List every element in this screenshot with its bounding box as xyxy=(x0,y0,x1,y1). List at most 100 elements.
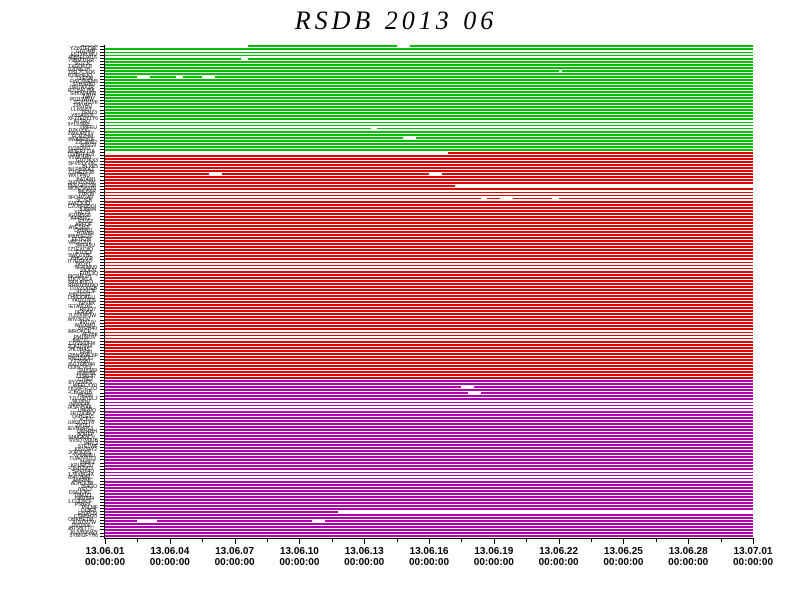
data-row xyxy=(105,78,753,81)
y-axis-label: 8YRH40 xyxy=(78,325,97,332)
data-segment xyxy=(105,88,753,90)
y-axis-tick xyxy=(100,322,104,324)
data-row xyxy=(105,425,753,428)
y-axis-tick xyxy=(100,426,104,427)
data-segment xyxy=(105,158,753,160)
data-segment xyxy=(105,304,753,306)
y-axis-tick xyxy=(100,444,104,446)
y-axis-tick xyxy=(100,82,104,84)
y-axis-tick xyxy=(100,508,104,510)
y-axis-label: 079BMJ7RR xyxy=(68,57,94,64)
data-row xyxy=(105,380,753,383)
y-axis-label: LL60N5Y xyxy=(71,106,92,113)
data-row xyxy=(105,221,753,224)
data-segment xyxy=(105,145,753,148)
y-axis-tick xyxy=(100,115,104,117)
y-axis-label: ABDO6 xyxy=(81,45,98,49)
y-axis-tick xyxy=(100,142,104,144)
data-row xyxy=(105,346,753,349)
data-segment xyxy=(105,69,559,72)
data-segment xyxy=(105,474,753,477)
y-axis-label: 433I5CVLY xyxy=(68,365,92,372)
y-axis-label: ETOC1 xyxy=(75,249,92,256)
x-axis-tick-minor xyxy=(331,538,333,542)
y-axis-line xyxy=(104,45,105,539)
data-segment xyxy=(105,483,753,486)
y-axis-label: Y2Y61FOAL xyxy=(69,45,98,52)
data-segment xyxy=(105,97,753,100)
y-axis-tick xyxy=(100,118,104,120)
data-segment xyxy=(105,398,753,401)
data-segment xyxy=(105,532,753,535)
y-axis-label: 9YZIUJF xyxy=(76,289,96,296)
y-axis-tick xyxy=(100,97,104,99)
data-row xyxy=(105,371,753,373)
data-segment xyxy=(105,480,753,483)
y-axis-tick xyxy=(100,222,104,224)
x-axis-label: 13.06.07 00:00:00 xyxy=(190,546,280,568)
y-axis-label: E316Z xyxy=(78,219,93,226)
data-segment xyxy=(105,255,753,258)
data-segment xyxy=(105,267,753,270)
y-axis-label: BW7ZC xyxy=(72,337,91,344)
data-row xyxy=(105,249,753,252)
data-segment xyxy=(105,282,753,285)
data-row xyxy=(105,57,753,60)
y-axis-label: 5TE1WF xyxy=(78,444,98,451)
y-axis-tick xyxy=(100,337,104,339)
y-axis-tick xyxy=(100,505,104,507)
y-axis-label: P02LWBW xyxy=(69,97,94,104)
data-row xyxy=(105,355,753,358)
data-segment xyxy=(105,456,753,459)
y-axis-label: NXJT7RGF5D xyxy=(68,258,92,265)
data-segment xyxy=(105,118,753,121)
y-axis-label: 0Z1VBRF4L8 xyxy=(68,152,94,159)
data-row xyxy=(105,529,753,532)
y-axis-tick xyxy=(100,127,104,129)
data-row xyxy=(105,194,753,197)
data-segment xyxy=(221,173,429,176)
data-segment xyxy=(105,428,753,431)
y-axis-label: PM19P3V xyxy=(73,334,96,341)
data-segment xyxy=(105,298,753,300)
y-axis-label: NL05NT xyxy=(72,398,91,405)
y-axis-label: 8TXGQKC6 xyxy=(68,63,92,70)
y-axis-tick xyxy=(100,468,104,470)
y-axis-label: MDPBH3EG5 xyxy=(68,234,92,241)
data-segment xyxy=(105,501,753,504)
y-axis-label: 23KVAQ xyxy=(72,103,92,110)
data-segment xyxy=(105,431,753,434)
data-row xyxy=(105,480,753,483)
y-axis-label: P5BPX xyxy=(74,502,91,509)
data-row xyxy=(105,352,753,355)
data-segment xyxy=(105,258,753,261)
data-row xyxy=(105,173,753,176)
y-axis-label: A44BPG xyxy=(70,216,90,223)
data-segment xyxy=(105,358,753,361)
y-axis-label: EL0PO9 xyxy=(78,511,97,518)
y-axis-label: XF27E0Y1Y6 xyxy=(68,115,98,122)
data-segment xyxy=(105,520,138,523)
data-segment xyxy=(105,188,753,191)
y-axis-label: LH1DHL0HAS xyxy=(68,346,90,353)
y-axis-tick xyxy=(100,401,104,403)
data-segment xyxy=(247,57,753,60)
x-axis-label-date: 13.06.16 xyxy=(409,546,449,557)
data-row xyxy=(105,63,753,66)
data-row xyxy=(105,72,753,75)
data-segment xyxy=(105,240,753,243)
data-row xyxy=(105,151,753,154)
y-axis-label: CSM5H20 xyxy=(73,514,97,521)
data-segment xyxy=(105,337,753,340)
y-axis-label: MON79NUN xyxy=(68,185,96,192)
y-axis-label: YZ755B1 xyxy=(70,359,91,366)
data-segment xyxy=(105,462,753,465)
data-segment xyxy=(105,310,753,313)
data-segment xyxy=(105,401,753,404)
y-axis-tick xyxy=(100,264,104,266)
y-axis-label: 52NDWXTPNU xyxy=(68,173,90,180)
data-segment xyxy=(105,231,753,233)
data-row xyxy=(105,133,753,136)
y-axis-tick xyxy=(100,325,104,327)
y-axis-label: FA7L01KWQW xyxy=(68,313,96,320)
